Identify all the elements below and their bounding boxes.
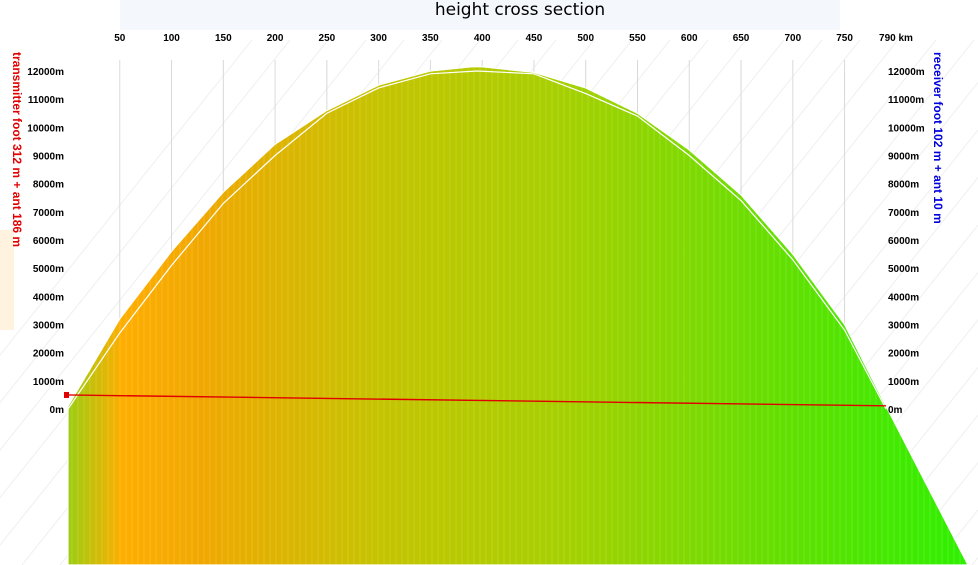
y-tick-label-left: 2000m [33, 349, 64, 360]
y-tick-label-left: 12000m [27, 67, 64, 78]
y-tick-label-right: 2000m [888, 349, 919, 360]
terrain-layer [64, 60, 969, 565]
hatch-line [0, 39, 291, 404]
y-tick-label-right: 10000m [888, 123, 925, 134]
y-tick-label-right: 7000m [888, 208, 919, 219]
y-tick-label-right: 3000m [888, 321, 919, 332]
y-tick-label-left: 1000m [33, 377, 64, 388]
terrain-area [67, 66, 969, 565]
y-tick-label-left: 6000m [33, 236, 64, 247]
y-tick-label-right: 11000m [888, 95, 924, 106]
y-tick-label-left: 11000m [28, 95, 64, 106]
x-tick-label: 500 [577, 33, 594, 44]
x-tick-label: 350 [422, 33, 439, 44]
y-tick-label-right: 8000m [888, 180, 919, 191]
ticks-layer: 50 100 150 200 250 300 350 400 450 500 550 600 650 70… [27, 33, 925, 416]
x-tick-label: 300 [370, 33, 387, 44]
y-tick-label-right: 9000m [888, 152, 919, 163]
hatch-line [0, 39, 253, 356]
y-tick-label-left: 4000m [33, 292, 64, 303]
y-tick-label-left: 9000m [33, 152, 64, 163]
transmitter-label: transmitter foot 312 m + ant 186 m [10, 52, 24, 248]
x-tick-label: 400 [474, 33, 491, 44]
y-tick-label-right: 4000m [888, 292, 919, 303]
left-edge-strip [0, 230, 14, 330]
y-tick-label-left: 10000m [27, 123, 64, 134]
chart-title: height cross section [434, 0, 606, 20]
x-tick-label: 200 [267, 33, 284, 44]
y-tick-label-right: 12000m [888, 67, 925, 78]
x-tick-label: 700 [784, 33, 801, 44]
y-tick-label-right: 1000m [888, 377, 919, 388]
y-tick-label-right: 5000m [888, 264, 919, 275]
receiver-label: receiver foot 102 m + ant 10 m [931, 52, 945, 224]
x-tick-label: 650 [733, 33, 750, 44]
header-band [120, 0, 840, 30]
y-tick-label-left: 5000m [33, 264, 64, 275]
x-tick-label: 750 [836, 33, 853, 44]
hatch-line [0, 39, 329, 451]
hatch-line [895, 461, 978, 565]
y-tick-label-left: 3000m [33, 321, 64, 332]
y-tick-label-left: 8000m [33, 180, 64, 191]
transmitter-marker [64, 391, 69, 398]
x-tick-label: 450 [526, 33, 543, 44]
y-tick-label-right: 6000m [888, 236, 919, 247]
hatch-line [857, 414, 978, 565]
y-tick-label-left: 0m [50, 405, 65, 416]
x-tick-label: 790 km [879, 33, 913, 44]
y-tick-label-right: 0m [888, 405, 903, 416]
x-tick-label: 600 [681, 33, 698, 44]
x-tick-label: 250 [319, 33, 336, 44]
x-tick-label: 50 [114, 33, 126, 44]
x-tick-label: 100 [163, 33, 180, 44]
x-tick-label: 550 [629, 33, 646, 44]
hatch-line [971, 556, 978, 565]
y-tick-label-left: 7000m [33, 208, 64, 219]
radio-line [67, 394, 887, 407]
earth-curvature-line [67, 70, 887, 410]
x-tick-label: 150 [215, 33, 232, 44]
